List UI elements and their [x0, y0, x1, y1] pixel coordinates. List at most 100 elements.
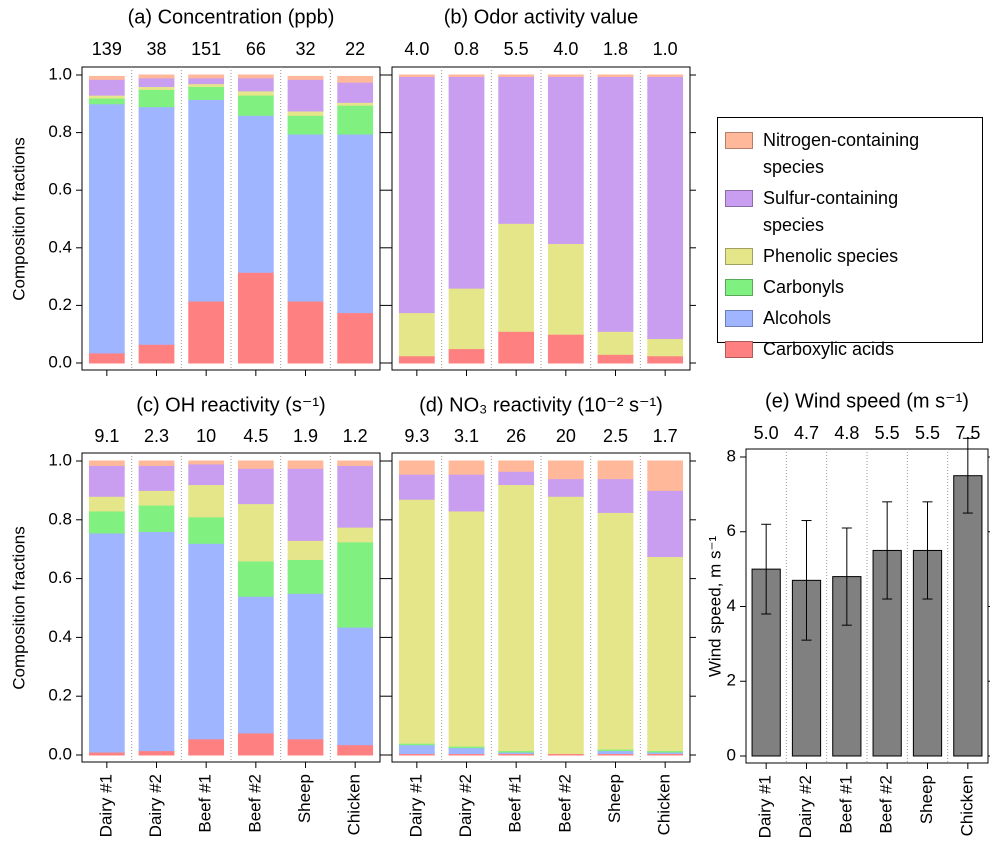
bar-segment	[188, 463, 225, 486]
bar-segment	[188, 74, 225, 79]
y-tick-label: 0.2	[48, 686, 72, 705]
x-tick-label: Sheep	[605, 774, 624, 823]
bar-segment	[88, 532, 125, 753]
bar-segment	[287, 110, 324, 116]
bar-segment	[398, 355, 435, 364]
legend-swatch	[725, 248, 753, 265]
legend: Nitrogen-containing species Sulfur-contai…	[717, 117, 983, 359]
legend-swatch	[725, 132, 753, 149]
x-tick-label: Beef #1	[506, 774, 525, 833]
bar-segment	[138, 343, 175, 364]
bar-segment	[547, 75, 584, 244]
x-tick-label: Dairy #2	[796, 775, 815, 838]
bar-segment	[188, 516, 225, 544]
bar-segment	[188, 77, 225, 85]
bar-segment	[498, 74, 535, 77]
bar-segment	[337, 312, 374, 364]
bar-segment	[287, 133, 324, 302]
bar	[872, 549, 902, 757]
bar-segment	[597, 330, 634, 355]
y-tick-label: 2	[727, 671, 736, 690]
bar-segment	[237, 74, 274, 79]
value-label: 4.8	[834, 423, 859, 443]
bar-segment	[337, 541, 374, 628]
bar-segment	[88, 495, 125, 512]
x-tick-label: Chicken	[957, 775, 976, 836]
bar-segment	[188, 98, 225, 302]
plot-frame	[81, 452, 381, 763]
bar-segment	[237, 271, 274, 364]
legend-swatch	[725, 341, 753, 358]
bar-segment	[597, 74, 634, 77]
x-tick-label: Dairy #1	[756, 775, 775, 838]
total-label: 10	[196, 426, 216, 446]
plot-frame	[391, 452, 691, 763]
bar-segment	[337, 744, 374, 756]
bar-segment	[138, 74, 175, 79]
bar-segment	[287, 75, 324, 80]
bar-segment	[337, 104, 374, 135]
legend-label: Phenolic species	[763, 246, 899, 266]
bar-segment	[237, 94, 274, 116]
x-tick-label: Beef #2	[245, 774, 264, 833]
x-tick-label: Sheep	[295, 774, 314, 823]
y-tick-label: 0.6	[48, 180, 72, 199]
x-tick-label: Beef #2	[555, 774, 574, 833]
y-tick-label: 0.4	[48, 627, 72, 646]
legend-entry: Carboxylic acids	[725, 336, 982, 363]
bar-segment	[398, 312, 435, 357]
bar-segment	[188, 542, 225, 740]
total-label: 32	[295, 39, 315, 59]
x-tick-label: Dairy #1	[96, 774, 115, 837]
bar-segment	[547, 478, 584, 497]
bar-segment	[337, 81, 374, 103]
bar-segment	[547, 74, 584, 77]
bar-segment	[647, 74, 684, 77]
y-axis-label: Composition fractions	[9, 526, 28, 689]
legend-entry: Sulfur-containing species	[725, 185, 982, 239]
bar-segment	[337, 75, 374, 83]
bar-segment	[398, 473, 435, 500]
bar	[791, 579, 822, 757]
bar-segment	[138, 464, 175, 491]
bar-segment	[88, 103, 125, 354]
bar-segment	[237, 595, 274, 734]
bar-segment	[398, 744, 435, 755]
total-label: 22	[345, 39, 365, 59]
total-label: 5.5	[504, 39, 529, 59]
bar-segment	[138, 106, 175, 345]
bar-segment	[237, 114, 274, 273]
x-tick-label: Beef #1	[836, 775, 855, 834]
total-label: 4.0	[404, 39, 429, 59]
bar-segment	[337, 464, 374, 528]
bar-segment	[237, 560, 274, 597]
bar-segment	[448, 348, 485, 364]
bar-segment	[398, 74, 435, 77]
x-tick-label: Sheep	[917, 775, 936, 824]
bar-segment	[188, 300, 225, 364]
bar-segment	[237, 460, 274, 469]
bar-segment	[287, 539, 324, 560]
bar-segment	[337, 133, 374, 314]
bar-segment	[448, 74, 485, 77]
total-label: 1.7	[653, 426, 678, 446]
y-tick-label: 6	[727, 521, 736, 540]
legend-label: Carboxylic acids	[763, 339, 895, 359]
bar-segment	[398, 75, 435, 314]
bar-segment	[88, 352, 125, 364]
bar-segment	[448, 473, 485, 512]
bar-segment	[597, 75, 634, 332]
y-tick-label: 0	[727, 745, 736, 764]
bar-segment	[398, 460, 435, 475]
bar-segment	[188, 738, 225, 756]
bar-segment	[647, 460, 684, 491]
chart-title: (b) Odor activity value	[444, 6, 639, 28]
legend-label: Nitrogen-containing species	[763, 130, 920, 177]
bar-segment	[597, 353, 634, 364]
bar-segment	[237, 90, 274, 96]
bar-segment	[448, 747, 485, 755]
bar-segment	[287, 114, 324, 135]
total-label: 66	[246, 39, 266, 59]
bar-segment	[237, 467, 274, 505]
bar-segment	[237, 503, 274, 562]
